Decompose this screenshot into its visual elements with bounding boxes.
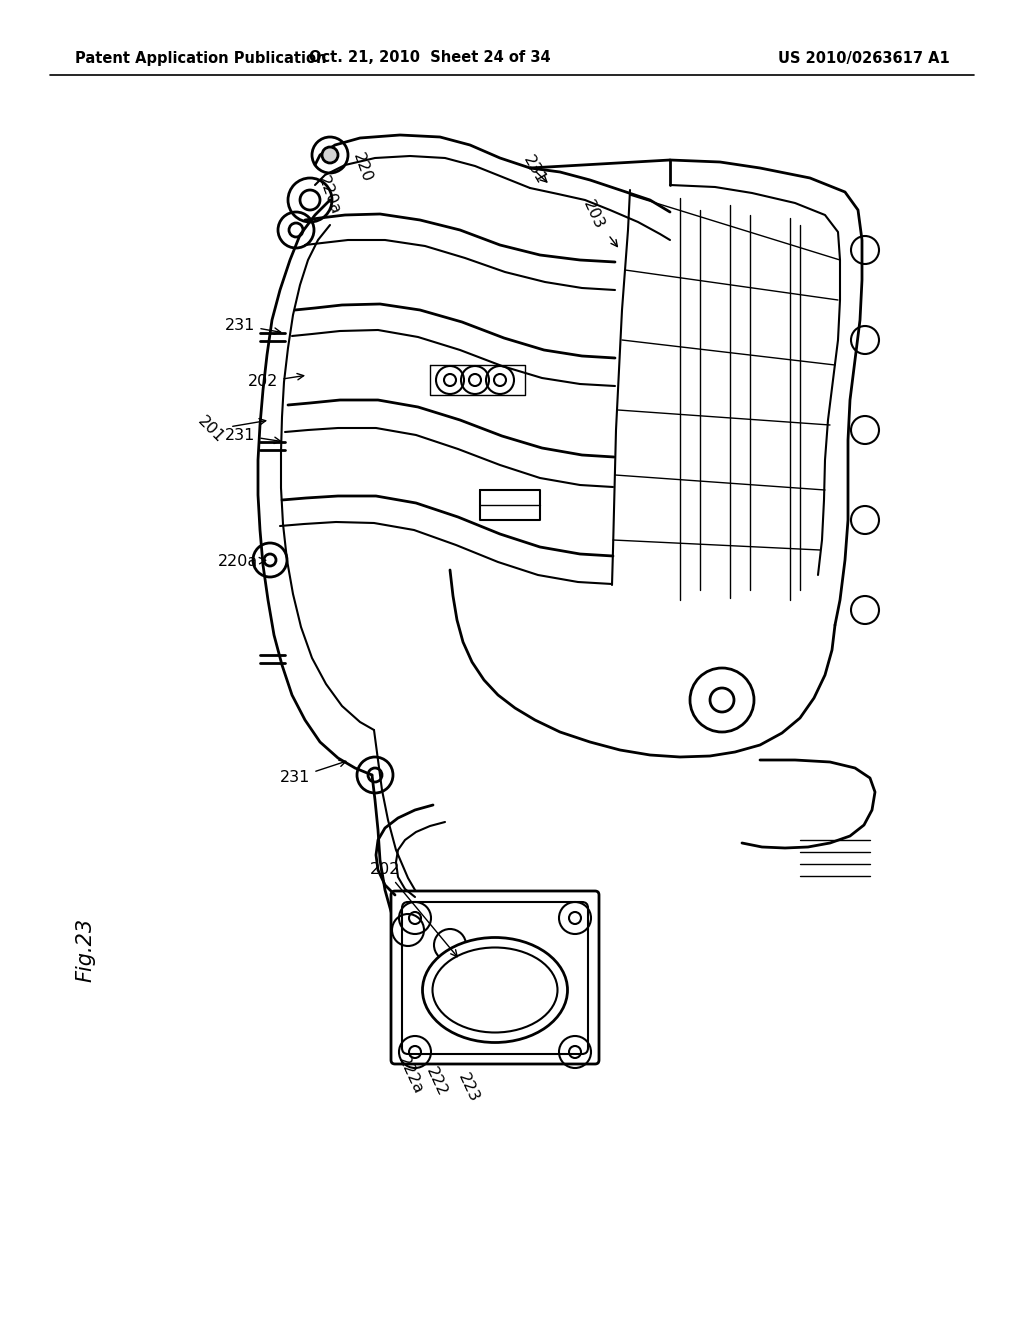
Text: 231: 231 (280, 760, 346, 785)
Text: 202: 202 (370, 862, 458, 957)
Text: 231: 231 (225, 318, 281, 334)
Text: 201: 201 (195, 414, 266, 446)
Ellipse shape (423, 937, 567, 1043)
Ellipse shape (432, 948, 557, 1032)
Text: US 2010/0263617 A1: US 2010/0263617 A1 (778, 50, 950, 66)
Text: 223: 223 (455, 1071, 481, 1105)
Circle shape (322, 147, 338, 162)
Text: 220a: 220a (218, 554, 265, 569)
FancyBboxPatch shape (402, 902, 588, 1053)
Text: 203: 203 (580, 198, 617, 247)
Text: 220a: 220a (315, 173, 343, 216)
Text: Oct. 21, 2010  Sheet 24 of 34: Oct. 21, 2010 Sheet 24 of 34 (309, 50, 551, 66)
Text: 222: 222 (423, 1065, 450, 1100)
Text: 231: 231 (225, 428, 281, 444)
Text: Patent Application Publication: Patent Application Publication (75, 50, 327, 66)
FancyBboxPatch shape (391, 891, 599, 1064)
Text: 222a: 222a (395, 1053, 426, 1097)
Text: Fig.23: Fig.23 (75, 917, 95, 982)
Text: 202: 202 (248, 374, 304, 389)
Text: 231: 231 (520, 153, 548, 187)
Text: 220: 220 (350, 152, 375, 185)
